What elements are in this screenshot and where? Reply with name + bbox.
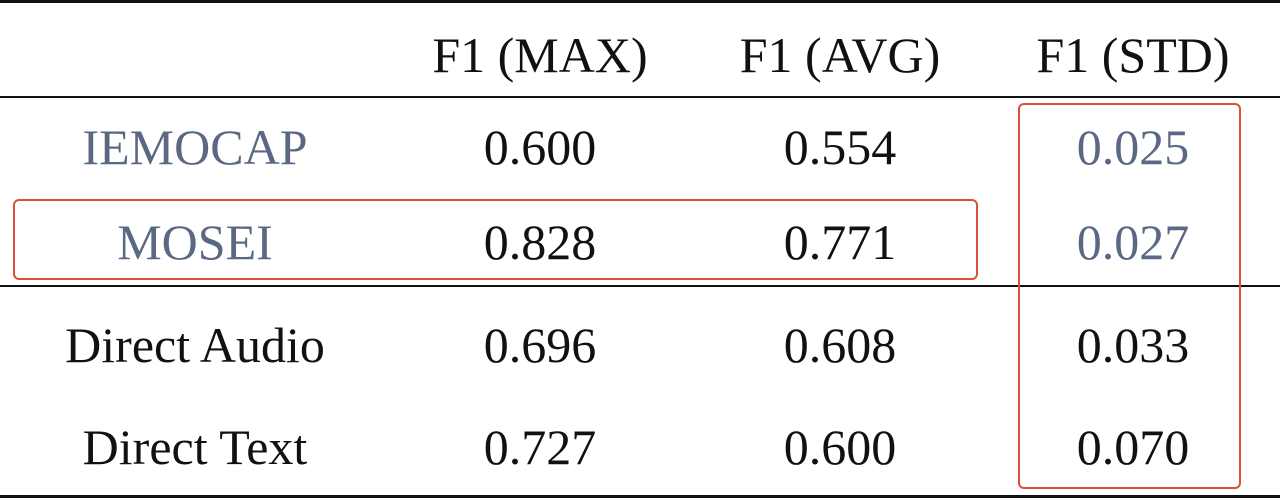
row-label: MOSEI <box>117 214 273 270</box>
column-header: F1 (AVG) <box>739 27 941 83</box>
column-header: F1 (STD) <box>1036 27 1230 83</box>
cell-value: 0.608 <box>783 317 897 373</box>
cell-value: 0.771 <box>783 214 897 270</box>
row-label: Direct Audio <box>65 317 325 373</box>
row-label: IEMOCAP <box>82 119 308 175</box>
group-rule <box>0 285 1280 287</box>
cell-value: 0.727 <box>483 419 597 475</box>
top-rule <box>0 0 1280 3</box>
cell-value: 0.027 <box>1076 214 1190 270</box>
highlight-box <box>13 199 978 280</box>
cell-value: 0.025 <box>1076 119 1190 175</box>
highlight-box <box>1018 103 1241 489</box>
cell-value: 0.033 <box>1076 317 1190 373</box>
row-label: Direct Text <box>82 419 308 475</box>
cell-value: 0.600 <box>483 119 597 175</box>
column-header: F1 (MAX) <box>432 27 648 83</box>
cell-value: 0.070 <box>1076 419 1190 475</box>
cell-value: 0.600 <box>783 419 897 475</box>
bottom-rule <box>0 495 1280 498</box>
header-rule <box>0 96 1280 98</box>
cell-value: 0.554 <box>783 119 897 175</box>
cell-value: 0.696 <box>483 317 597 373</box>
cell-value: 0.828 <box>483 214 597 270</box>
